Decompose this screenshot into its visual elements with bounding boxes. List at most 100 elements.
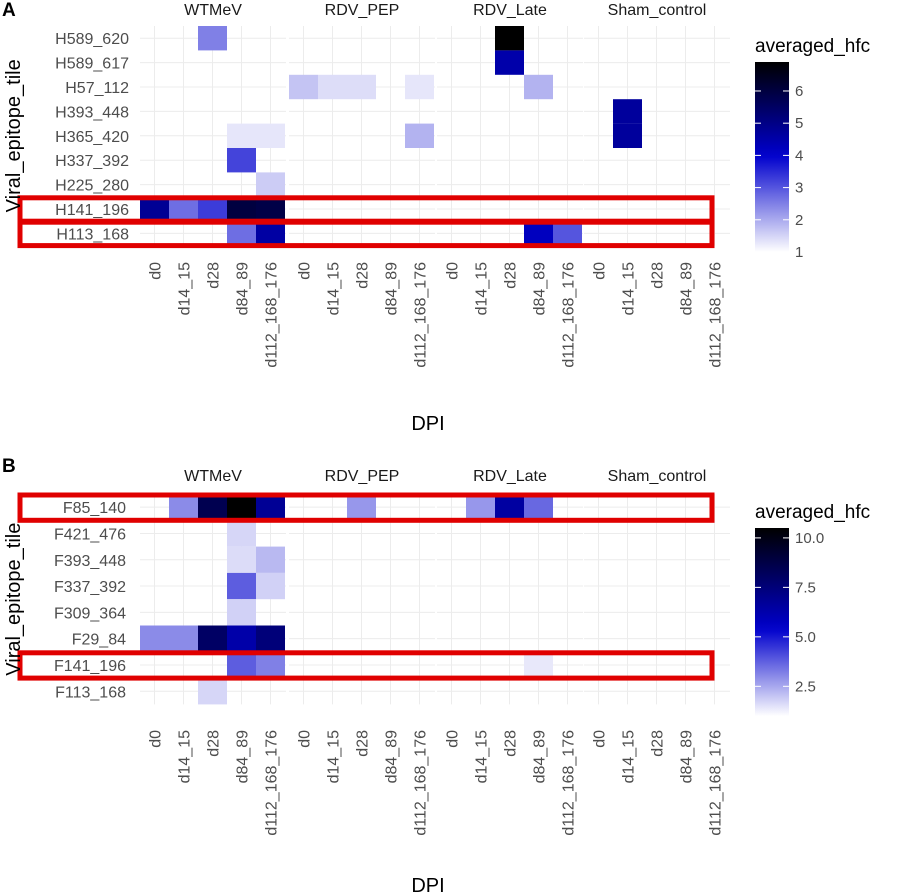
heatmap-cell (169, 494, 198, 521)
heatmap-cell (169, 625, 198, 652)
heatmap-cell (198, 26, 227, 51)
heatmap-cell (256, 546, 285, 573)
x-tick-label: d112_168_176 (561, 730, 578, 836)
heatmap-panel-b: B WTMeV d0 d14_15 d28 d84_89 d112_168_176 RDV_… (2, 456, 870, 896)
legend-tick-label: 1 (795, 244, 803, 261)
heatmap-cell (524, 74, 553, 100)
heatmap-cell (256, 172, 285, 197)
y-tick-label: H365_420 (55, 129, 129, 146)
y-tick-label: F421_476 (54, 526, 126, 543)
heatmap-cell (495, 50, 524, 75)
x-tick-label: d84_89 (235, 262, 252, 315)
heatmap-cell (347, 74, 376, 100)
x-tick-label: d28 (650, 730, 667, 757)
legend-tick-label: 5 (795, 115, 803, 132)
facet-title-a-1: RDV_PEP (325, 2, 400, 19)
heatmap-cell (256, 625, 285, 652)
heatmap-cell (405, 74, 434, 100)
heatmap-cell (318, 74, 347, 100)
facet-title-a-0: WTMeV (184, 2, 242, 19)
heatmap-cell (289, 74, 318, 100)
x-tick-label: d28 (503, 262, 520, 289)
x-tick-label: d0 (297, 262, 314, 280)
heatmap-cell (553, 221, 582, 246)
y-tick-label: H393_448 (55, 104, 129, 121)
heatmap-cell (227, 148, 256, 173)
x-tick-label: d28 (206, 262, 223, 289)
legend-colorbar (755, 62, 789, 252)
heatmap-cell (405, 123, 434, 148)
y-tick-label: F393_448 (54, 553, 126, 570)
heatmap-cell (256, 572, 285, 600)
heatmap-cell (227, 651, 256, 679)
panel-letter-b: B (2, 456, 16, 477)
heatmap-cell (198, 494, 227, 521)
x-axis-title: DPI (411, 413, 444, 435)
y-tick-label: F85_140 (63, 500, 126, 517)
heatmap-cell (256, 651, 285, 679)
x-tick-label: d0 (148, 262, 165, 280)
heatmap-cell (495, 494, 524, 521)
heatmap-cell (347, 494, 376, 521)
y-tick-label: F141_196 (54, 658, 126, 675)
x-tick-label: d14_15 (621, 730, 638, 783)
heatmap-cell (198, 196, 227, 222)
heatmap-cell (256, 196, 285, 222)
legend-tick-label: 7.5 (795, 579, 816, 596)
facet-title-b-3: Sham_control (608, 468, 707, 485)
heatmap-cell (613, 123, 642, 148)
legend-tick-label: 3 (795, 180, 803, 197)
x-tick-label: d14_15 (326, 730, 343, 783)
x-tick-label: d84_89 (384, 262, 401, 315)
y-tick-label: H57_112 (65, 80, 129, 97)
heatmap-cell (227, 221, 256, 246)
x-tick-label: d84_89 (384, 730, 401, 783)
heatmap-cell (256, 494, 285, 521)
heatmap-cell (140, 196, 169, 222)
heatmap-cell (613, 99, 642, 124)
highlight-box-F85_140 (17, 492, 715, 523)
x-tick-label: d14_15 (177, 730, 194, 783)
x-tick-label: d28 (503, 730, 520, 757)
facet-title-b-0: WTMeV (184, 468, 242, 485)
panel-letter-a: A (2, 0, 16, 21)
legend-title: averaged_hfc (755, 36, 870, 57)
x-tick-label: d0 (445, 262, 462, 280)
x-tick-label: d84_89 (679, 730, 696, 783)
x-tick-label: d14_15 (326, 262, 343, 315)
y-axis-title: Viral_epitope_tile (3, 59, 25, 212)
x-tick-label: d112_168_176 (708, 262, 725, 368)
x-tick-label: d112_168_176 (561, 262, 578, 368)
legend-tick-label: 4 (795, 147, 803, 164)
x-tick-label: d14_15 (177, 262, 194, 315)
heatmap-cell (227, 123, 256, 148)
x-tick-label: d112_168_176 (413, 262, 430, 368)
x-tick-label: d112_168_176 (708, 730, 725, 836)
legend-tick-label: 2 (795, 212, 803, 229)
heatmap-cell (256, 123, 285, 148)
y-axis-title: Viral_epitope_tile (3, 523, 25, 676)
heatmap-cell (227, 599, 256, 626)
heatmap-cell (198, 678, 227, 705)
heatmap-cell (140, 625, 169, 652)
y-tick-label: F113_168 (55, 684, 126, 701)
heatmap-cell (524, 651, 553, 679)
y-tick-label: H337_392 (55, 153, 129, 170)
y-tick-label: F337_392 (54, 579, 126, 596)
heatmap-cell (495, 26, 524, 51)
x-tick-label: d0 (592, 262, 609, 280)
y-tick-label: F29_84 (72, 632, 126, 649)
x-tick-label: d112_168_176 (413, 730, 430, 836)
x-tick-label: d84_89 (235, 730, 252, 783)
heatmap-cell (227, 572, 256, 600)
y-tick-label: F309_364 (54, 605, 126, 622)
x-tick-label: d28 (650, 262, 667, 289)
heatmap-panel-a: A WTMeV d0 d14_15 d28 d84_89 d112_168_176 RDV_… (2, 0, 870, 435)
x-tick-label: d112_168_176 (264, 262, 281, 368)
heatmap-cell (524, 494, 553, 521)
facet-title-b-1: RDV_PEP (325, 468, 400, 485)
facet-title-a-3: Sham_control (608, 2, 707, 19)
x-tick-label: d14_15 (474, 262, 491, 315)
facet-title-b-2: RDV_Late (473, 468, 547, 485)
x-tick-label: d0 (592, 730, 609, 748)
